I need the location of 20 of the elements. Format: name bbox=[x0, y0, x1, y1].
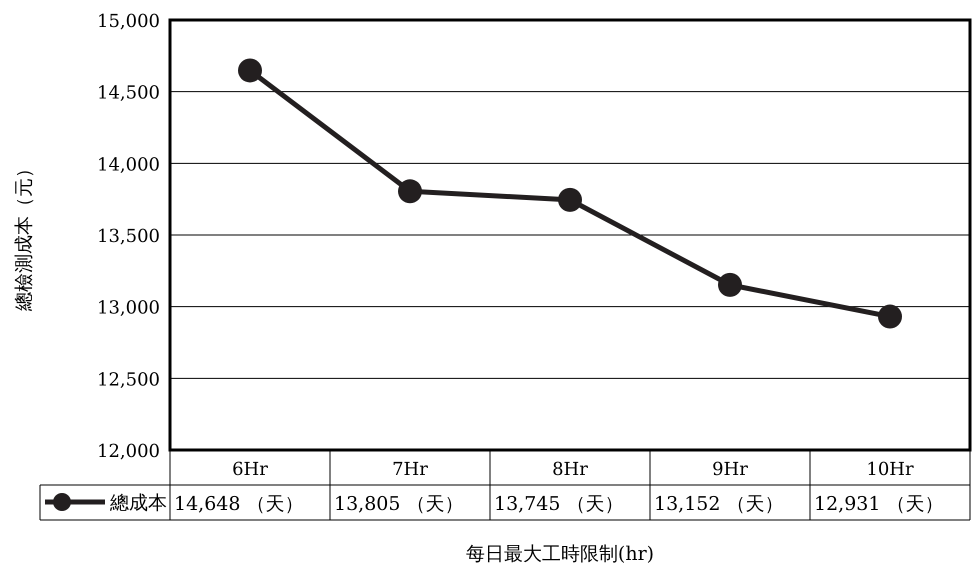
y-tick-label: 15,000 bbox=[97, 11, 160, 32]
y-tick-label: 12,500 bbox=[97, 369, 160, 390]
x-tick-label: 7Hr bbox=[392, 459, 428, 480]
y-axis-title: 總檢測成本（元） bbox=[13, 159, 35, 312]
y-tick-label: 13,500 bbox=[97, 226, 160, 247]
legend-label: 總成本 bbox=[109, 492, 167, 514]
y-tick-label: 14,000 bbox=[97, 154, 160, 176]
y-tick-label: 12,000 bbox=[97, 441, 160, 462]
data-label: 12,931 （天） bbox=[814, 493, 944, 515]
data-label: 13,152 （天） bbox=[654, 493, 784, 515]
y-tick-label: 14,500 bbox=[97, 82, 160, 104]
x-tick-label: 9Hr bbox=[712, 459, 748, 480]
data-label: 13,745 （天） bbox=[494, 493, 624, 515]
y-tick-label: 13,000 bbox=[97, 298, 160, 319]
data-label: 14,648 （天） bbox=[174, 493, 304, 515]
x-tick-label: 8Hr bbox=[552, 459, 588, 480]
x-tick-label: 6Hr bbox=[232, 459, 268, 480]
x-axis-title: 每日最大工時限制(hr) bbox=[466, 543, 654, 565]
x-tick-label: 10Hr bbox=[866, 459, 914, 480]
data-label: 13,805 （天） bbox=[334, 493, 464, 515]
